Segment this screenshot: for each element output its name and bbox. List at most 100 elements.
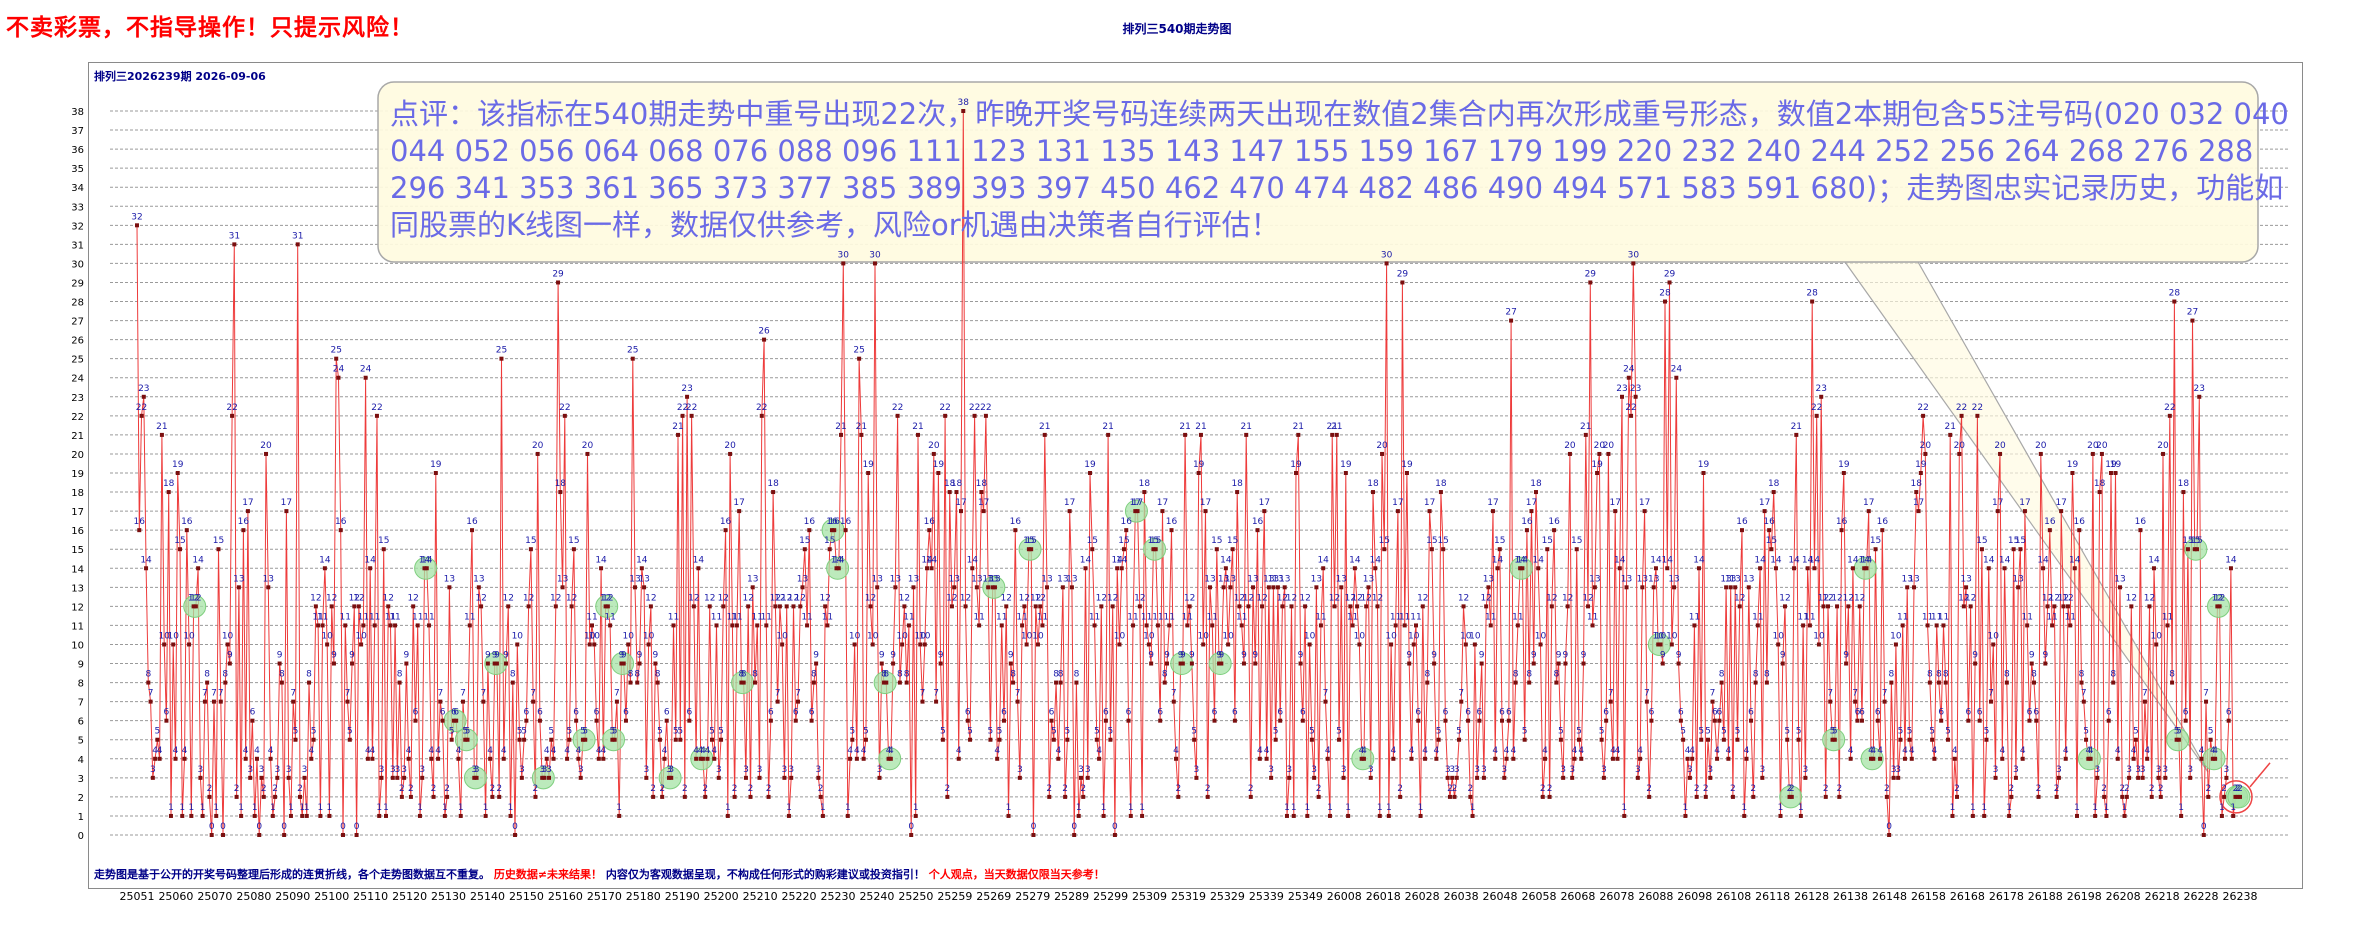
data-label: 4 [157,746,163,756]
data-point [1063,794,1068,799]
data-point [983,413,988,418]
data-label: 12 [742,593,753,603]
data-label: 6 [1965,708,1971,718]
data-point [1450,775,1455,780]
data-point [1337,737,1342,742]
data-point [1174,756,1179,761]
data-label: 23 [1616,384,1627,394]
data-point [1864,566,1869,571]
data-label: 22 [686,403,697,413]
data-point [313,604,318,609]
data-point [859,432,864,437]
data-point [458,813,463,818]
data-point [1687,775,1692,780]
data-label: 3 [259,765,265,775]
data-label: 8 [1889,670,1895,680]
data-point [553,604,558,609]
data-label: 5 [1735,727,1741,737]
data-label: 9 [653,651,659,661]
data-point [1891,775,1896,780]
issue-info: 排列三2026239期 2026-09-06 [94,70,266,83]
data-point [1042,432,1047,437]
data-point [2075,813,2080,818]
data-point [979,490,984,495]
data-label: 15 [1494,536,1505,546]
data-label: 12 [188,593,199,603]
data-point [1196,471,1201,475]
data-label: 14 [140,555,152,565]
x-tick-label: 26088 [1638,890,1673,903]
data-label: 2 [2205,784,2211,794]
data-point [2018,547,2023,552]
data-point [1801,623,1806,628]
y-axis-ticks: 0123456789101112131415161718192021222324… [71,107,84,842]
data-point [1273,737,1278,742]
data-label: 9 [1406,651,1412,661]
data-point [863,737,868,742]
data-point [676,432,681,437]
data-point [1011,680,1016,685]
data-label: 20 [724,441,736,451]
data-label: 4 [888,746,894,756]
data-point [1595,471,1600,475]
data-point [1916,509,1921,514]
footer-text-4: 个人观点，当天数据仅限当天参考！ [928,868,1105,881]
data-point [2120,794,2125,799]
data-point [1690,756,1695,761]
data-point [825,623,830,628]
data-label: 12 [1360,593,1371,603]
data-point [1411,642,1416,647]
data-label: 8 [897,670,903,680]
data-points [135,109,2242,837]
data-point [540,775,545,780]
data-label: 1 [2104,803,2110,813]
data-label: 11 [1938,612,1949,622]
data-label: 5 [2083,727,2089,737]
data-point [1131,623,1136,628]
data-point [1893,642,1898,647]
data-point [610,737,615,742]
data-point [714,623,719,628]
data-point [601,756,606,761]
data-label: 12 [503,593,514,603]
data-point [2142,699,2147,704]
data-label: 11 [1037,612,1048,622]
data-label: 3 [546,765,552,775]
data-point [359,642,364,647]
data-label: 10 [1655,631,1667,641]
data-point [1776,642,1781,647]
data-label: 11 [412,612,423,622]
data-label: 13 [1908,574,1919,584]
data-label: 22 [892,403,903,413]
data-point [1794,432,1799,437]
data-label: 12 [1096,593,1107,603]
data-point [1112,833,1117,837]
data-label: 6 [523,708,529,718]
data-point [2095,775,2100,780]
data-label: 3 [1891,765,1897,775]
data-label: 12 [1243,593,1254,603]
data-point [2183,718,2188,723]
data-label: 21 [1039,422,1050,432]
data-point [635,680,640,685]
data-label: 12 [1034,593,1045,603]
data-label: 15 [2008,536,2019,546]
data-point [2201,833,2206,837]
data-label: 5 [612,727,618,737]
data-label: 4 [576,746,582,756]
data-point [223,680,228,685]
data-point [1853,699,1858,704]
data-label: 7 [202,689,208,699]
data-label: 10 [584,631,596,641]
data-point [1230,547,1235,552]
data-label: 30 [869,250,881,260]
data-point [578,775,583,780]
data-point [712,756,717,761]
data-label: 12 [2058,593,2069,603]
data-label: 2 [207,784,213,794]
data-point [1099,604,1104,609]
x-tick-label: 25100 [314,890,349,903]
data-label: 2 [748,784,754,794]
data-label: 5 [709,727,715,737]
data-label: 12 [960,593,971,603]
